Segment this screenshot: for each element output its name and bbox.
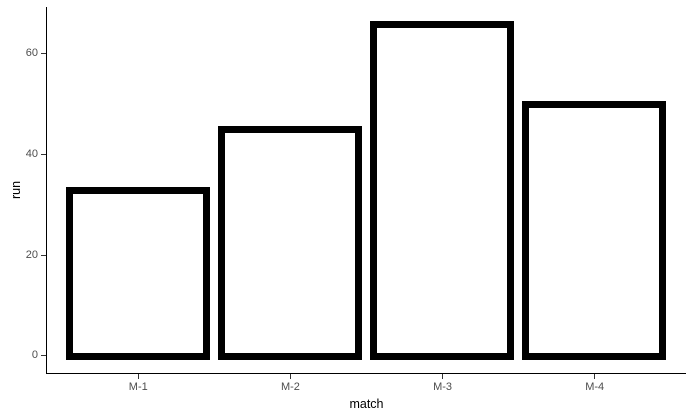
y-tick-label: 40 (25, 148, 38, 160)
y-tick-mark (41, 154, 46, 155)
x-axis-title: match (349, 397, 384, 411)
x-tick-mark (442, 374, 444, 379)
y-tick-label: 60 (25, 47, 38, 60)
x-tick-label: M-4 (585, 381, 605, 393)
x-tick-label: M-3 (433, 381, 453, 393)
x-tick-label: M-1 (128, 381, 148, 393)
y-axis-title: run (9, 180, 23, 200)
x-tick-mark (594, 374, 596, 379)
y-tick-mark (41, 355, 46, 357)
y-tick-label: 0 (31, 349, 38, 362)
bar-M-4 (522, 101, 667, 360)
bars-layer (47, 7, 687, 373)
x-tick-label: M-2 (280, 381, 300, 393)
y-tick-label: 20 (25, 248, 38, 261)
y-tick-mark (41, 53, 46, 55)
x-tick-mark (137, 374, 139, 379)
bar-M-3 (370, 20, 515, 360)
bar-M-2 (217, 126, 362, 360)
plot-panel (45, 7, 687, 374)
bar-M-1 (65, 186, 210, 360)
x-tick-mark (289, 374, 291, 379)
y-tick-mark (41, 254, 46, 256)
